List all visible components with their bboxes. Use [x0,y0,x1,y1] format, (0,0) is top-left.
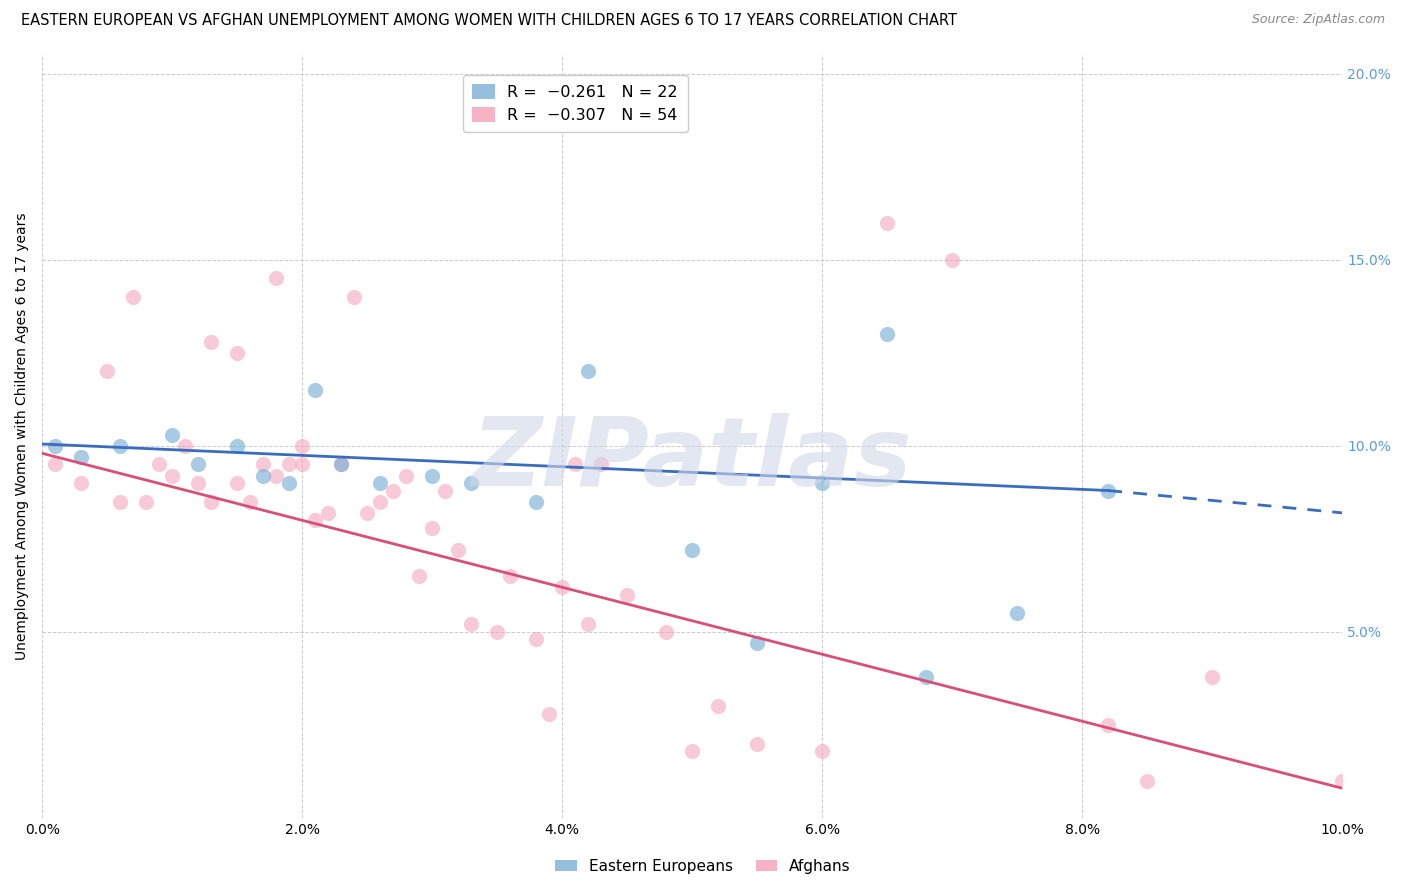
Point [368,476,391,491]
Point [343,290,366,304]
Point [264,271,287,285]
Point [576,617,599,632]
Point [524,632,547,647]
Point [44,458,66,472]
Point [382,483,405,498]
Point [434,483,457,498]
Legend: Eastern Europeans, Afghans: Eastern Europeans, Afghans [548,853,858,880]
Point [747,737,769,751]
Point [108,494,131,508]
Point [524,494,547,508]
Point [681,543,703,558]
Point [408,569,430,583]
Point [122,290,145,304]
Point [44,439,66,453]
Point [252,458,274,472]
Point [538,706,561,721]
Point [576,364,599,378]
Point [1136,773,1159,788]
Point [108,439,131,453]
Point [135,494,157,508]
Point [200,334,222,349]
Point [486,624,509,639]
Point [264,468,287,483]
Point [460,617,482,632]
Y-axis label: Unemployment Among Women with Children Ages 6 to 17 years: Unemployment Among Women with Children A… [15,213,30,660]
Point [70,450,93,464]
Point [200,494,222,508]
Point [368,494,391,508]
Point [330,458,353,472]
Point [291,439,314,453]
Point [187,458,209,472]
Point [304,383,326,397]
Point [460,476,482,491]
Point [447,543,470,558]
Point [681,744,703,758]
Point [278,458,301,472]
Point [811,476,834,491]
Point [616,588,638,602]
Point [160,468,183,483]
Point [811,744,834,758]
Point [174,439,197,453]
Point [591,458,613,472]
Point [747,636,769,650]
Point [707,699,730,714]
Point [915,670,938,684]
Point [96,364,118,378]
Point [551,580,574,594]
Point [356,506,378,520]
Text: ZIPatlas: ZIPatlas [472,413,912,506]
Point [252,468,274,483]
Point [1331,773,1354,788]
Point [1201,670,1223,684]
Point [420,521,443,535]
Point [1007,607,1029,621]
Point [1097,483,1119,498]
Text: EASTERN EUROPEAN VS AFGHAN UNEMPLOYMENT AMONG WOMEN WITH CHILDREN AGES 6 TO 17 Y: EASTERN EUROPEAN VS AFGHAN UNEMPLOYMENT … [21,13,957,29]
Point [70,476,93,491]
Point [278,476,301,491]
Point [876,327,898,342]
Point [226,439,249,453]
Point [655,624,678,639]
Point [876,216,898,230]
Point [1097,718,1119,732]
Point [291,458,314,472]
Point [941,252,963,267]
Point [420,468,443,483]
Point [316,506,339,520]
Text: Source: ZipAtlas.com: Source: ZipAtlas.com [1251,13,1385,27]
Point [226,476,249,491]
Point [187,476,209,491]
Point [148,458,170,472]
Legend: R =  −0.261   N = 22, R =  −0.307   N = 54: R = −0.261 N = 22, R = −0.307 N = 54 [463,75,688,132]
Point [564,458,586,472]
Point [239,494,262,508]
Point [160,427,183,442]
Point [304,513,326,527]
Point [499,569,522,583]
Point [395,468,418,483]
Point [330,458,353,472]
Point [226,346,249,360]
